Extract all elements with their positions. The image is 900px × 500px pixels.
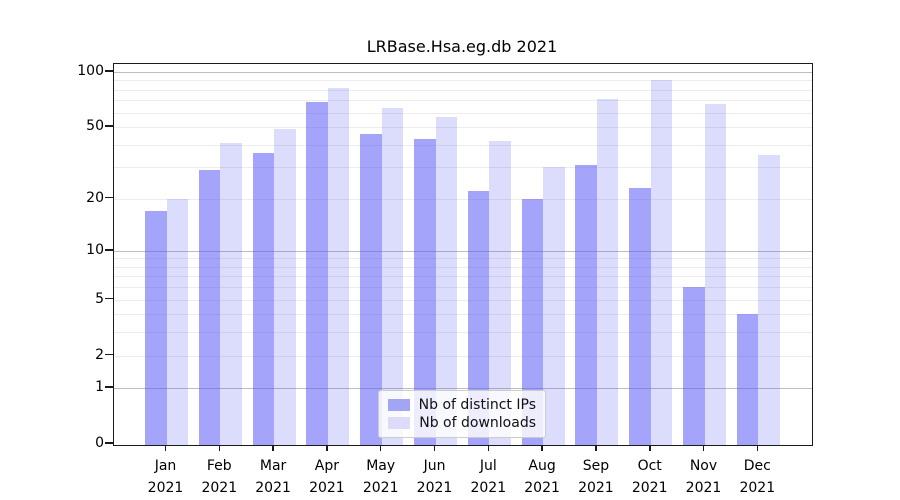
chart-title: LRBase.Hsa.eg.db 2021 — [366, 37, 558, 56]
gridline-major — [114, 388, 812, 390]
x-tick-label: Aug 2021 — [524, 458, 560, 496]
x-tick-label: Feb 2021 — [201, 458, 238, 496]
y-tick-mark — [105, 297, 113, 300]
bar-ips-jul — [467, 191, 490, 445]
bar-ips-jun — [414, 139, 436, 445]
x-tick-label: Oct 2021 — [631, 458, 668, 496]
bar-ips-apr — [306, 101, 328, 445]
x-tick-mark — [649, 445, 651, 451]
bar-downloads-jan — [166, 198, 188, 445]
legend: Nb of distinct IPs Nb of downloads — [378, 390, 546, 438]
bar-ips-sep — [575, 164, 597, 445]
y-tick-label: 0 — [95, 435, 104, 451]
bar-downloads-oct — [650, 79, 673, 445]
gridline-minor — [114, 258, 812, 260]
x-tick-mark — [272, 445, 274, 451]
bar-ips-oct — [629, 187, 651, 445]
x-tick-mark — [487, 445, 489, 451]
gridline-minor — [114, 80, 812, 82]
x-tick-mark — [433, 445, 436, 451]
x-tick-mark — [541, 445, 543, 451]
x-tick-label: Nov 2021 — [685, 458, 722, 496]
gridline-minor — [114, 299, 812, 301]
x-tick-label: May 2021 — [362, 458, 399, 496]
gridline-minor — [114, 314, 812, 316]
x-tick-mark — [756, 445, 758, 451]
x-tick-label: Jan 2021 — [147, 458, 184, 496]
gridline-minor — [114, 266, 812, 268]
x-tick-mark — [595, 445, 597, 451]
legend-label-downloads: Nb of downloads — [419, 415, 536, 432]
legend-item-downloads: Nb of downloads — [388, 415, 536, 431]
bar-ips-feb — [198, 169, 221, 445]
bar-ips-dec — [736, 314, 759, 445]
y-tick-label: 100 — [77, 63, 104, 79]
bar-downloads-sep — [596, 99, 619, 445]
bar-ips-nov — [683, 287, 705, 445]
gridline-minor — [114, 167, 812, 169]
x-tick-label: Jun 2021 — [416, 458, 453, 496]
y-tick-mark — [105, 386, 113, 388]
x-tick-mark — [379, 445, 382, 451]
y-tick-mark — [105, 353, 113, 356]
x-tick-label: Jul 2021 — [470, 458, 507, 496]
x-tick-label: Sep 2021 — [578, 458, 614, 496]
legend-swatch-downloads — [388, 417, 411, 430]
legend-swatch-distinct-ips — [388, 398, 410, 411]
gridline-minor — [114, 332, 812, 334]
gridline-minor — [114, 287, 812, 289]
bar-ips-may — [360, 133, 382, 445]
y-tick-label: 2 — [95, 346, 104, 363]
gridline-minor — [114, 112, 812, 114]
x-tick-mark — [326, 445, 328, 451]
gridline-major — [114, 72, 812, 73]
gridline-major — [114, 250, 812, 252]
x-tick-label: Mar 2021 — [255, 458, 291, 496]
gridline-minor — [114, 144, 812, 146]
bar-downloads-may — [381, 107, 404, 445]
y-tick-label: 1 — [95, 379, 104, 396]
x-tick-mark — [702, 445, 705, 451]
legend-item-distinct-ips: Nb of distinct IPs — [388, 397, 536, 413]
y-tick-mark — [105, 196, 113, 199]
bar-downloads-feb — [220, 142, 242, 445]
x-tick-label: Dec 2021 — [739, 458, 776, 496]
y-tick-mark — [105, 70, 113, 72]
bar-downloads-nov — [704, 103, 726, 445]
gridline-minor — [114, 198, 812, 200]
y-tick-label: 20 — [86, 189, 104, 206]
gridline-minor — [114, 276, 812, 278]
bar-ips-mar — [252, 153, 275, 445]
bar-downloads-jun — [435, 116, 457, 445]
gridline-minor — [114, 355, 812, 357]
y-tick-mark — [105, 249, 113, 251]
gridline-minor — [114, 100, 812, 102]
bar-downloads-mar — [274, 128, 296, 445]
bar-ips-aug — [521, 198, 544, 445]
x-tick-mark — [164, 445, 167, 451]
y-tick-mark — [105, 125, 113, 127]
y-tick-label: 50 — [86, 118, 104, 135]
bar-downloads-jul — [489, 140, 511, 445]
bar-downloads-aug — [543, 167, 565, 445]
x-tick-mark — [218, 445, 221, 451]
y-tick-mark — [105, 442, 113, 444]
bar-ips-jan — [145, 211, 167, 445]
x-tick-label: Apr 2021 — [309, 458, 345, 496]
y-tick-label: 10 — [86, 241, 104, 258]
gridline-minor — [114, 89, 812, 91]
gridline-minor — [114, 127, 812, 129]
bar-downloads-apr — [327, 87, 350, 445]
y-tick-label: 5 — [95, 290, 104, 307]
plot-area — [113, 63, 813, 446]
legend-label-distinct-ips: Nb of distinct IPs — [418, 396, 536, 413]
bar-downloads-dec — [758, 155, 780, 445]
